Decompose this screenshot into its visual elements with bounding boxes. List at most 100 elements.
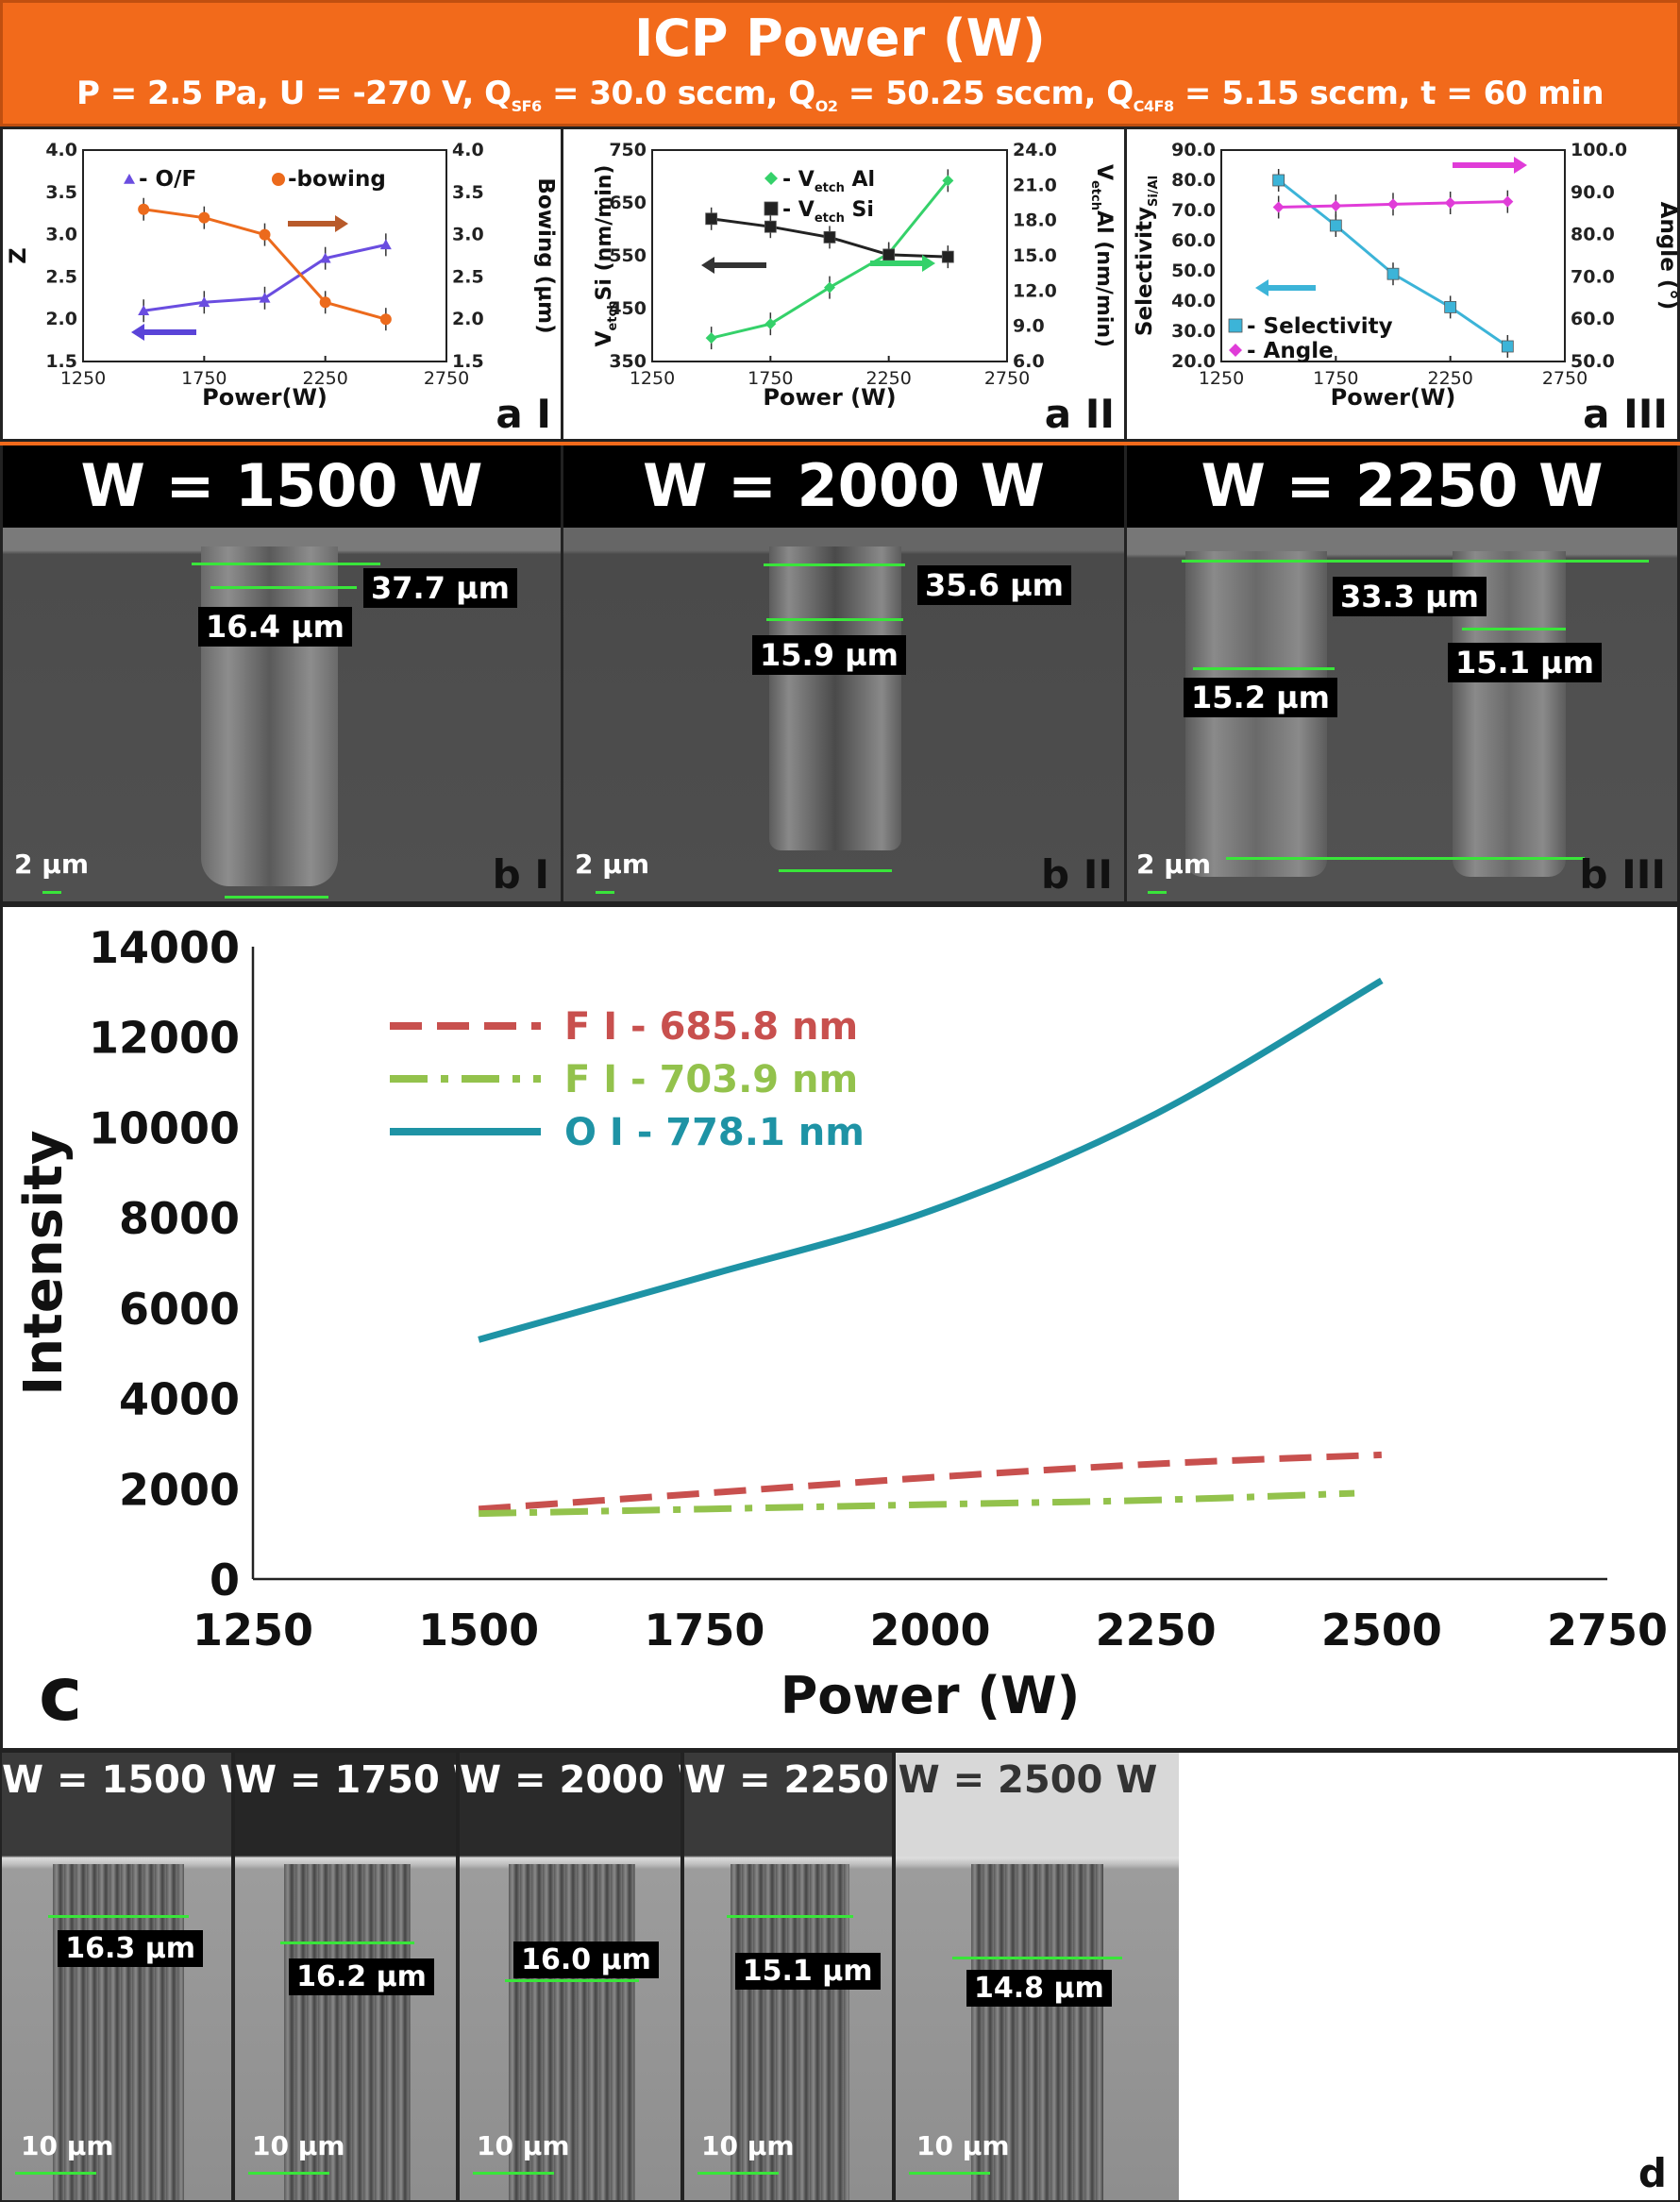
y-axis-label: Z [5, 247, 31, 263]
y2-tick-label: 80.0 [1571, 225, 1615, 245]
legend-marker-bowing [272, 173, 285, 186]
measure-line-b3-bottom [1226, 857, 1585, 860]
data-point [1444, 300, 1457, 313]
plot-frame [82, 149, 447, 362]
x-tick-label: 1750 [181, 368, 227, 389]
measure-line-d2 [279, 1941, 415, 1944]
legend-marker-al [764, 172, 778, 185]
scalebar-label-b3: 2 µm [1136, 849, 1212, 880]
panel-a1: 1250 1750 2250 2750 1.5 2.0 2.5 3.0 3.5 4.0 1.5 2.0… [0, 126, 563, 442]
y2-tick-label: 1.5 [452, 351, 484, 372]
data-point [1387, 198, 1399, 210]
y-tick-label: 90.0 [1171, 140, 1216, 160]
x-tick-label: 2000 [869, 1605, 990, 1656]
legend-marker-si [764, 201, 779, 216]
legend-label-al: - Vetch Al [782, 168, 875, 195]
y2-tick-label: 24.0 [1013, 140, 1057, 160]
y-tick-label: 450 [609, 298, 647, 319]
y2-tick-label: 50.0 [1571, 351, 1615, 372]
scalebar-label-b1: 2 µm [14, 849, 90, 880]
x-tick-label: 2500 [1321, 1605, 1442, 1656]
chart-a1: 1250 1750 2250 27501.52.02.53.03.54.01.52.0… [5, 140, 558, 411]
y2-tick-label: 90.0 [1571, 182, 1615, 203]
trench-d5 [971, 1864, 1103, 2200]
y2-tick-label: 6.0 [1013, 351, 1045, 372]
y-tick-label: 2.0 [45, 309, 77, 329]
scalebar-label-d5: 10 µm [916, 2130, 1010, 2161]
panel-d: W = 1500 W 16.3 µm 10 µm W = 1750 W 16.2 µm 1… [0, 1751, 1680, 2202]
chart-a2: 1250 1750 2250 2750 350 450 550 650 750 6.0 9.0 12.… [593, 140, 1116, 411]
sem-tile-d2: W = 1750 W 16.2 µm 10 µm [233, 1751, 458, 2202]
data-point [1502, 195, 1514, 208]
data-point [259, 228, 271, 241]
x-tick-label: 2250 [302, 368, 347, 389]
series-line-0 [711, 179, 949, 340]
data-point [198, 296, 210, 308]
data-point [705, 212, 718, 226]
legend-label-bowing: -bowing [288, 167, 386, 192]
y-tick-label: 10000 [89, 1102, 240, 1153]
measure-label-d4: 15.1 µm [734, 1953, 881, 1990]
sem-tile-d3: W = 2000 W 16.0 µm 10 µm [458, 1751, 682, 2202]
y2-tick-label: 15.0 [1013, 245, 1057, 266]
x-tick-label: 1250 [193, 1605, 313, 1656]
process-conditions: P = 2.5 Pa, U = -270 V, QSF6 = 30.0 sccm… [76, 75, 1604, 115]
scalebar-d3 [473, 2172, 554, 2175]
y-tick-label: 3.0 [45, 225, 77, 245]
legend-label-angle: - Angle [1247, 339, 1334, 363]
legend-label-1: F I - 703.9 nm [564, 1058, 858, 1101]
scalebar-label-b2: 2 µm [575, 849, 650, 880]
x-tick-label: 2250 [865, 368, 911, 389]
y-axis-label: Intensity [13, 1130, 75, 1395]
measure-label-d1: 16.3 µm [58, 1930, 204, 1967]
y2-tick-label: 60.0 [1571, 309, 1615, 329]
sem-banner-d1: W = 1500 W [2, 1758, 231, 1802]
y2-tick-label: 100.0 [1571, 140, 1627, 160]
data-point [824, 281, 835, 294]
arrow-left-axis [1255, 279, 1316, 296]
measure-label-b3-depth: 33.3 µm [1333, 577, 1487, 616]
measure-line-b1-bottom [225, 896, 328, 899]
data-point [379, 313, 392, 326]
sem-panel-b3: W = 2250 W 33.3 µm 15.2 µm 15.1 µm 2 µm … [1124, 442, 1680, 904]
data-point [138, 203, 150, 215]
y-tick-label: 650 [609, 193, 647, 213]
measure-line-d5 [952, 1957, 1122, 1959]
scalebar-d5 [909, 2172, 990, 2175]
series-line-2 [478, 977, 1384, 1343]
trench-d2 [284, 1864, 411, 2200]
data-point [1386, 267, 1400, 280]
x-tick-label: 2750 [1547, 1605, 1668, 1656]
y2-tick-label: 4.0 [452, 140, 484, 160]
sem-panel-b2: W = 2000 W 35.6 µm 15.9 µm 2 µm b II [561, 442, 1127, 904]
measure-label-d5: 14.8 µm [966, 1970, 1112, 2007]
y2-tick-label: 2.5 [452, 266, 484, 287]
scalebar-d2 [248, 2172, 329, 2175]
panel-label-a3: a III [1583, 391, 1668, 437]
y-tick-label: 350 [609, 351, 647, 372]
y-tick-label: 30.0 [1171, 321, 1216, 342]
chart-a3: 1250 1750 2250 2750 20.0 30.0 40.0 50.0 60.0 70.0… [1133, 140, 1680, 411]
legend-marker-angle [1229, 344, 1242, 357]
sem-banner-d5: W = 2500 W [898, 1758, 1158, 1802]
orange-divider [0, 442, 1680, 445]
sem-tile-d4: W = 2250 W 15.1 µm 10 µm [682, 1751, 894, 2202]
measure-line-d1 [48, 1915, 189, 1918]
legend-label-si: - Vetch Si [782, 198, 874, 226]
y2-tick-label: 21.0 [1013, 175, 1057, 195]
x-tick-label: 1750 [748, 368, 793, 389]
y-axis-label: VetchSi (nm/min) [593, 165, 620, 347]
y-tick-label: 2000 [119, 1464, 240, 1515]
data-point [1444, 197, 1456, 209]
sem-banner-d2: W = 1750 W [235, 1758, 456, 1802]
legend-label-2: O I - 778.1 nm [564, 1111, 865, 1154]
page-margin [1179, 1753, 1678, 2200]
scalebar-label-d2: 10 µm [252, 2130, 345, 2161]
data-point [705, 332, 717, 345]
measure-label-b3-width-right: 15.1 µm [1448, 643, 1602, 682]
x-tick-label: 2750 [984, 368, 1030, 389]
y-tick-label: 4.0 [45, 140, 77, 160]
y-tick-label: 20.0 [1171, 351, 1216, 372]
panel-label-a2: a II [1044, 391, 1115, 437]
data-point [1272, 201, 1285, 213]
